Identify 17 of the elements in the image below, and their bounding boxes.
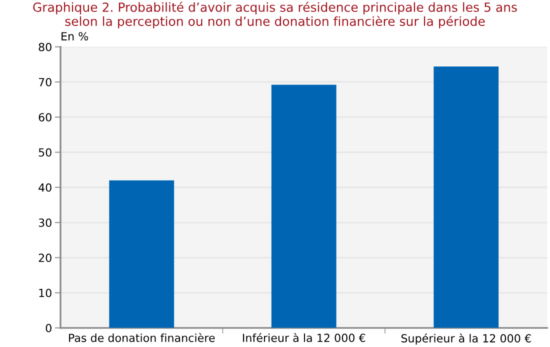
bar [271,84,336,328]
y-tick-label: 80 [38,42,52,52]
y-tick-label: 10 [39,288,52,298]
y-tick-label: 50 [38,148,52,157]
x-tick-label: Inférieur à la 12 000 € [242,333,366,342]
y-tick-label: 30 [38,218,52,227]
x-tick-label: Pas de donation financière [69,333,215,342]
x-tick-label: Supérieur à la 12 000 € [401,333,531,345]
y-tick-label: 60 [38,113,52,122]
bar [434,66,499,328]
bar [109,180,174,328]
y-tick-label: 0 [46,324,52,332]
y-axis-title: En % [62,32,88,40]
y-tick-label: 70 [38,78,52,86]
y-tick-label: 40 [38,183,52,192]
y-tick-label: 20 [38,254,52,262]
chart-title: Graphique 2. Probabilité d’avoir acquis sa résidence principale dans les 5 ans selon la perception ou non d’une donation financière sur la période [33,2,517,28]
